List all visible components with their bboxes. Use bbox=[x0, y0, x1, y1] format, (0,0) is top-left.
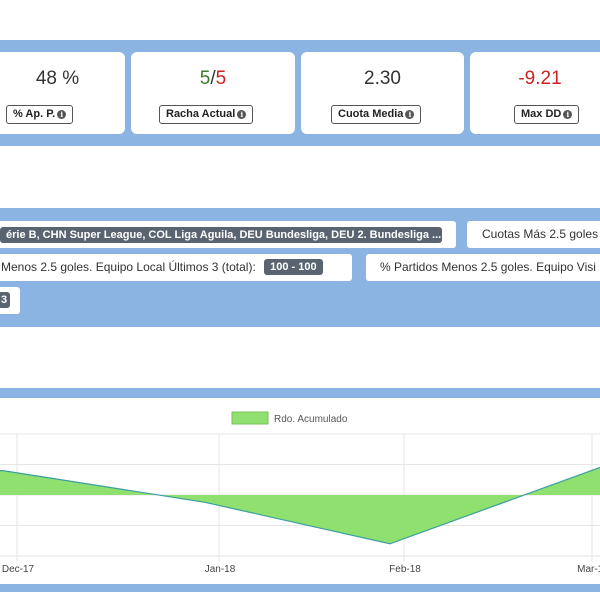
cumulative-result-chart: Rdo. Acumulado Dec-17 Jan-18 Feb-18 Mar-18 bbox=[0, 411, 600, 575]
streak-total: 5 bbox=[215, 68, 227, 89]
info-icon: i bbox=[57, 110, 67, 119]
stat-card-hit-rate: 48 % % Ap. P. i bbox=[0, 52, 125, 134]
cuotas-filter-label: Cuotas Más 2.5 goles bbox=[482, 227, 599, 241]
extra-filter[interactable]: 3 bbox=[0, 287, 20, 314]
legend-swatch[interactable] bbox=[231, 411, 269, 425]
max-dd-label: Max DD bbox=[521, 108, 562, 120]
avg-odds-info-button[interactable]: Cuota Media i bbox=[331, 105, 422, 124]
current-streak-label: Racha Actual bbox=[166, 108, 236, 120]
stat-card-current-streak: 5/5 Racha Actual i bbox=[131, 52, 295, 134]
local-team-filter[interactable]: Menos 2.5 goles. Equipo Local Últimos 3 … bbox=[0, 254, 352, 281]
cuotas-filter[interactable]: Cuotas Más 2.5 goles bbox=[467, 221, 600, 248]
x-tick-label: Dec-17 bbox=[2, 564, 35, 575]
visit-team-filter[interactable]: % Partidos Menos 2.5 goles. Equipo Visi bbox=[366, 254, 600, 281]
leagues-filter[interactable]: érie B, CHN Super League, COL Liga Aguil… bbox=[0, 221, 456, 248]
info-icon: i bbox=[563, 110, 573, 119]
stat-card-avg-odds: 2.30 Cuota Media i bbox=[301, 52, 464, 134]
local-team-range-tag[interactable]: 100 - 100 bbox=[264, 259, 323, 275]
legend-label[interactable]: Rdo. Acumulado bbox=[274, 414, 348, 425]
local-team-filter-label: Menos 2.5 goles. Equipo Local Últimos 3 … bbox=[1, 260, 256, 274]
extra-filter-tag[interactable]: 3 bbox=[0, 292, 11, 308]
streak-separator: / bbox=[210, 68, 216, 89]
x-tick-label: Mar-18 bbox=[577, 564, 600, 575]
series-line bbox=[0, 466, 600, 545]
stat-value-current-streak: 5/5 bbox=[131, 68, 295, 90]
info-icon: i bbox=[237, 110, 247, 119]
stat-card-max-dd: -9.21 Max DD i bbox=[470, 52, 600, 134]
streak-wins: 5 bbox=[199, 68, 211, 89]
hit-rate-info-button[interactable]: % Ap. P. i bbox=[6, 105, 74, 124]
series-area bbox=[0, 467, 600, 544]
stat-value-hit-rate: 48 % bbox=[35, 68, 80, 89]
max-dd-info-button[interactable]: Max DD i bbox=[514, 105, 580, 124]
x-tick-label: Jan-18 bbox=[205, 564, 236, 575]
x-axis-ticks: Dec-17 Jan-18 Feb-18 Mar-18 bbox=[2, 564, 600, 575]
stat-value-avg-odds: 2.30 bbox=[364, 68, 401, 89]
visit-team-filter-label: % Partidos Menos 2.5 goles. Equipo Visi bbox=[380, 260, 596, 274]
avg-odds-label: Cuota Media bbox=[338, 108, 404, 120]
current-streak-info-button[interactable]: Racha Actual i bbox=[159, 105, 254, 124]
info-icon: i bbox=[405, 110, 415, 119]
chart-panel: Rdo. Acumulado Dec-17 Jan-18 Feb-18 Mar-18 bbox=[0, 398, 600, 584]
x-tick-label: Feb-18 bbox=[389, 564, 421, 575]
leagues-tag[interactable]: érie B, CHN Super League, COL Liga Aguil… bbox=[0, 226, 442, 243]
hit-rate-label: % Ap. P. bbox=[13, 108, 56, 120]
stat-value-max-dd: -9.21 bbox=[518, 68, 562, 89]
chart-grid bbox=[0, 433, 600, 562]
